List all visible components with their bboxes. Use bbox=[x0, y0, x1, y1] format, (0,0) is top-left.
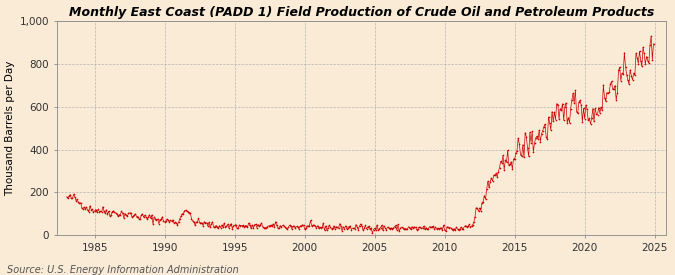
Y-axis label: Thousand Barrels per Day: Thousand Barrels per Day bbox=[5, 60, 16, 196]
Title: Monthly East Coast (PADD 1) Field Production of Crude Oil and Petroleum Products: Monthly East Coast (PADD 1) Field Produc… bbox=[69, 6, 654, 18]
Text: Source: U.S. Energy Information Administration: Source: U.S. Energy Information Administ… bbox=[7, 265, 238, 275]
